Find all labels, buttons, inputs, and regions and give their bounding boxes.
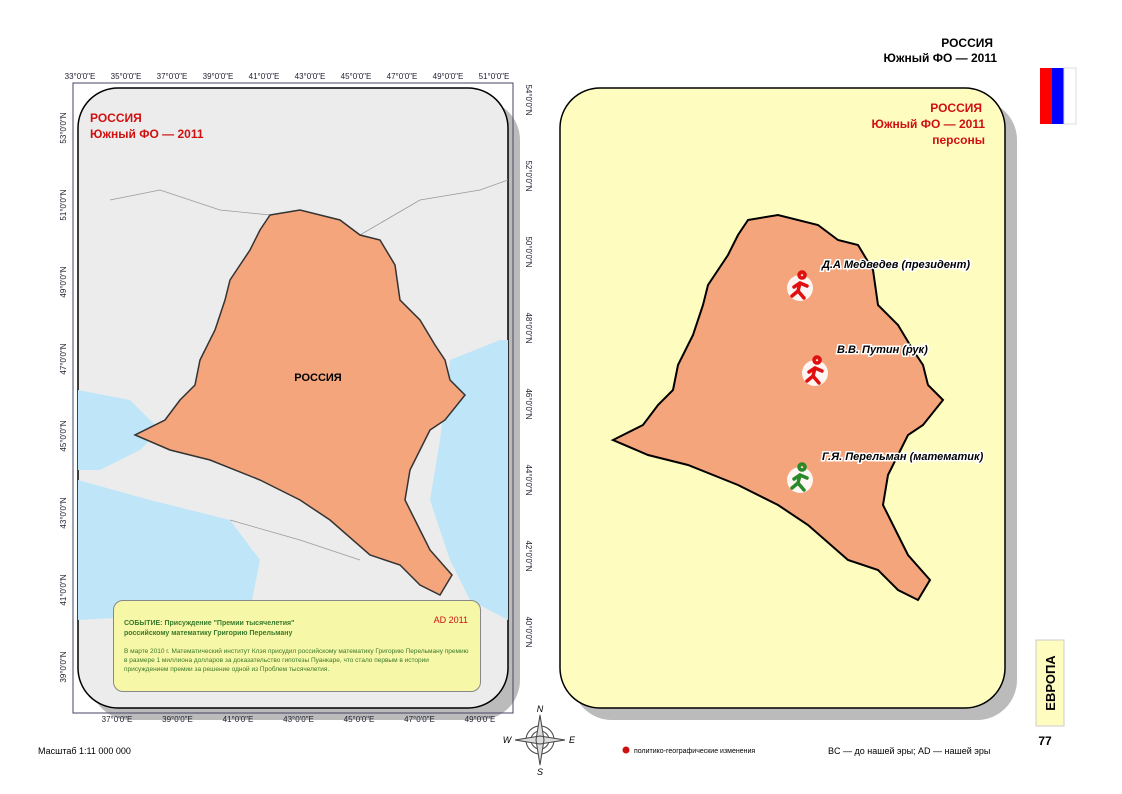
scale: Масштаб 1:11 000 000 — [38, 746, 131, 756]
lon-label: 45°0'0"E — [341, 72, 372, 81]
header-subtitle: Южный ФО — 2011 — [883, 51, 997, 65]
compass-letter: W — [503, 735, 513, 745]
map-theme: персоны — [932, 133, 985, 147]
lon-label: 51°0'0"E — [479, 72, 510, 81]
frame — [72, 82, 514, 714]
person-label: Д.А Медведев (президент) — [821, 259, 970, 271]
section-label: ЕВРОПА — [1043, 655, 1058, 711]
lon-label: 39°0'0"E — [162, 715, 193, 724]
page-number: 77 — [1038, 734, 1052, 748]
event-title: СОБЫТИЕ: Присуждение "Премии тысячелетия… — [124, 619, 470, 639]
lat-label: 53°0'0"N — [59, 112, 68, 143]
side-tab — [1035, 639, 1065, 727]
event-title-line: СОБЫТИЕ: Присуждение "Премии тысячелетия… — [124, 620, 295, 627]
person-label: Г.Я. Перельман (математик) — [822, 451, 984, 463]
lat-label: 41°0'0"N — [59, 574, 68, 605]
lon-label: 49°0'0"E — [465, 715, 496, 724]
region-label: РОССИЯ — [294, 372, 342, 384]
map-subtitle: Южный ФО — 2011 — [90, 127, 204, 141]
event-text: В марте 2010 г. Математический институт … — [124, 648, 469, 673]
event-title-line: российскому математику Григорию Перельма… — [124, 630, 293, 637]
lat-label: 50°0'0"N — [524, 236, 533, 267]
note: BC — до нашей эры; AD — нашей эры — [828, 746, 990, 756]
person-icon — [790, 270, 809, 300]
lon-label: 37°0'0"E — [157, 72, 188, 81]
lat-label: 39°0'0"N — [59, 651, 68, 682]
lat-label: 47°0'0"N — [59, 343, 68, 374]
lon-label: 43°0'0"E — [295, 72, 326, 81]
flag — [1063, 67, 1077, 125]
lat-label: 54°0'0"N — [524, 84, 533, 115]
lat-label: 44°0'0"N — [524, 464, 533, 495]
lat-label: 40°0'0"N — [524, 616, 533, 647]
lat-label: 52°0'0"N — [524, 160, 533, 191]
flag — [1040, 68, 1052, 124]
event-box: AD 2011 СОБЫТИЕ: Присуждение "Премии тыс… — [113, 600, 481, 692]
compass-letter: N — [537, 704, 544, 714]
map-title: РОССИЯ — [90, 111, 142, 125]
lon-label: 43°0'0"E — [283, 715, 314, 724]
legend-dot — [622, 746, 630, 754]
legend-label: политико-географические изменения — [634, 748, 755, 755]
sea — [78, 390, 260, 620]
flag — [1052, 68, 1064, 124]
person-icon — [805, 355, 824, 385]
lat-label: 49°0'0"N — [59, 266, 68, 297]
lon-label: 41°0'0"E — [249, 72, 280, 81]
lon-label: 47°0'0"E — [387, 72, 418, 81]
lat-label: 51°0'0"N — [59, 189, 68, 220]
lon-label: 41°0'0"E — [223, 715, 254, 724]
person-icon — [790, 462, 809, 492]
lat-label: 45°0'0"N — [59, 420, 68, 451]
lon-label: 45°0'0"E — [344, 715, 375, 724]
compass — [514, 714, 566, 766]
lon-label: 37°0'0"E — [102, 715, 133, 724]
border — [109, 179, 508, 561]
event-date: AD 2011 — [433, 615, 468, 625]
map-title: РОССИЯ — [930, 101, 982, 115]
lat-label: 46°0'0"N — [524, 388, 533, 419]
lon-label: 49°0'0"E — [433, 72, 464, 81]
lon-label: 39°0'0"E — [203, 72, 234, 81]
compass-letter: S — [537, 767, 543, 777]
map-subtitle: Южный ФО — 2011 — [871, 117, 985, 131]
header-title: РОССИЯ — [941, 36, 993, 50]
lat-label: 48°0'0"N — [524, 312, 533, 343]
lon-label: 33°0'0"E — [65, 72, 96, 81]
lat-label: 43°0'0"N — [59, 497, 68, 528]
compass-letter: E — [569, 735, 576, 745]
lat-label: 42°0'0"N — [524, 540, 533, 571]
lon-label: 47°0'0"E — [404, 715, 435, 724]
lon-label: 35°0'0"E — [111, 72, 142, 81]
person-label: В.В. Путин (рук) — [837, 344, 928, 356]
